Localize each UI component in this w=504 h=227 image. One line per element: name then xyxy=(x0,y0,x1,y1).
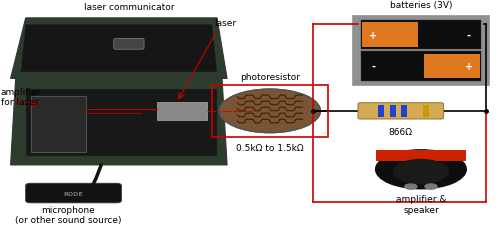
Polygon shape xyxy=(11,19,227,79)
FancyBboxPatch shape xyxy=(360,21,481,50)
Text: photoresistor: photoresistor xyxy=(240,72,300,81)
Text: amplifier
for laser: amplifier for laser xyxy=(1,88,41,107)
FancyBboxPatch shape xyxy=(360,52,481,81)
Text: RODE: RODE xyxy=(64,191,83,196)
Polygon shape xyxy=(11,79,227,165)
FancyBboxPatch shape xyxy=(26,183,121,203)
FancyBboxPatch shape xyxy=(378,106,384,117)
FancyBboxPatch shape xyxy=(362,23,418,48)
Text: 0.5kΩ to 1.5kΩ: 0.5kΩ to 1.5kΩ xyxy=(236,144,304,153)
FancyBboxPatch shape xyxy=(423,106,429,117)
Circle shape xyxy=(375,150,466,189)
FancyBboxPatch shape xyxy=(358,103,444,119)
Circle shape xyxy=(405,184,417,189)
Text: batteries (3V): batteries (3V) xyxy=(390,1,452,10)
Polygon shape xyxy=(31,96,86,152)
Polygon shape xyxy=(21,25,217,73)
Text: laser communicator: laser communicator xyxy=(84,3,174,12)
Polygon shape xyxy=(26,90,217,157)
Circle shape xyxy=(393,160,449,183)
Text: microphone
(or other sound source): microphone (or other sound source) xyxy=(15,205,122,224)
Circle shape xyxy=(425,184,437,189)
FancyBboxPatch shape xyxy=(390,106,396,117)
Text: amplifier &
speaker: amplifier & speaker xyxy=(396,194,446,214)
Polygon shape xyxy=(157,103,207,120)
Circle shape xyxy=(220,90,320,133)
Text: -: - xyxy=(467,30,471,40)
FancyBboxPatch shape xyxy=(114,39,144,50)
Text: laser: laser xyxy=(215,18,236,27)
Text: -: - xyxy=(371,62,375,72)
FancyBboxPatch shape xyxy=(424,54,480,79)
FancyBboxPatch shape xyxy=(401,106,407,117)
FancyBboxPatch shape xyxy=(353,17,489,86)
Text: +: + xyxy=(465,62,473,72)
Text: 866Ω: 866Ω xyxy=(389,127,413,136)
Text: +: + xyxy=(369,30,377,40)
FancyBboxPatch shape xyxy=(375,150,466,161)
